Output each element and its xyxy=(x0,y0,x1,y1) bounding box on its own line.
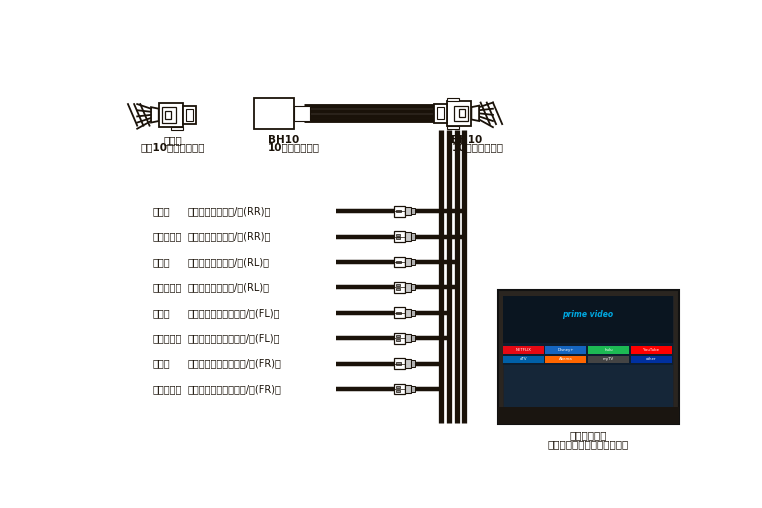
Bar xyxy=(405,283,411,292)
Polygon shape xyxy=(472,106,479,121)
Bar xyxy=(395,206,405,216)
Text: 純正モニター: 純正モニター xyxy=(569,431,607,440)
Bar xyxy=(396,362,401,365)
Text: dTV: dTV xyxy=(520,358,527,362)
Text: ：リアスピーカー/右(RR)＋: ：リアスピーカー/右(RR)＋ xyxy=(188,206,271,216)
Text: （灰）: （灰） xyxy=(152,359,170,369)
Text: hulu: hulu xyxy=(604,348,613,352)
Text: ：リアスピーカー/右(RR)－: ：リアスピーカー/右(RR)－ xyxy=(188,232,271,241)
Bar xyxy=(186,109,194,121)
Bar xyxy=(396,390,400,392)
Bar xyxy=(405,258,411,266)
Bar xyxy=(162,107,176,122)
Bar xyxy=(396,210,401,212)
Text: BH10: BH10 xyxy=(268,135,299,145)
Text: NETFLIX: NETFLIX xyxy=(516,348,531,352)
Text: other: other xyxy=(646,358,656,362)
Text: （灰／黒）: （灰／黒） xyxy=(152,384,182,394)
Text: ：フロントスピーカー/左(FL)＋: ：フロントスピーカー/左(FL)＋ xyxy=(188,308,280,318)
Bar xyxy=(503,296,673,407)
Text: ：フロントスピーカー/左(FL)－: ：フロントスピーカー/左(FL)－ xyxy=(188,333,280,343)
Bar xyxy=(396,335,400,337)
Bar xyxy=(395,307,405,318)
Text: ：リアスピーカー/左(RL)＋: ：リアスピーカー/左(RL)＋ xyxy=(188,257,270,267)
Bar xyxy=(395,231,405,242)
Bar xyxy=(411,284,415,291)
Text: （紫）: （紫） xyxy=(152,206,170,216)
Bar xyxy=(498,407,678,424)
Bar xyxy=(396,386,400,388)
Bar xyxy=(395,333,405,343)
Text: 純正10ピンカプラー: 純正10ピンカプラー xyxy=(140,143,205,152)
Bar xyxy=(171,127,184,130)
Text: Disney+: Disney+ xyxy=(558,348,575,352)
Bar xyxy=(255,98,294,129)
Bar xyxy=(411,310,415,316)
Bar xyxy=(498,291,678,424)
Text: （白）: （白） xyxy=(152,308,170,318)
Bar xyxy=(395,358,405,369)
Text: 車両側: 車両側 xyxy=(163,135,182,145)
Text: prime video: prime video xyxy=(562,310,613,319)
Text: YouTube: YouTube xyxy=(643,348,659,352)
Bar xyxy=(396,237,400,239)
Text: （白／黒）: （白／黒） xyxy=(152,333,182,343)
Bar xyxy=(447,98,459,101)
Bar xyxy=(503,356,544,363)
Text: （緑／黒）: （緑／黒） xyxy=(152,282,182,292)
Text: ：フロントスピーカー/右(FR)－: ：フロントスピーカー/右(FR)－ xyxy=(188,384,282,394)
Bar xyxy=(165,111,171,119)
Bar xyxy=(437,107,444,119)
Bar xyxy=(588,356,629,363)
Bar xyxy=(588,346,629,354)
Text: ：リアスピーカー/左(RL)－: ：リアスピーカー/左(RL)－ xyxy=(188,282,270,292)
Text: （紫／黒）: （紫／黒） xyxy=(152,232,182,241)
Bar xyxy=(411,259,415,265)
Bar xyxy=(158,103,184,127)
Bar xyxy=(503,296,673,343)
Bar xyxy=(447,125,459,129)
Bar xyxy=(631,356,671,363)
Bar xyxy=(405,385,411,393)
Text: 10ピンカプラー: 10ピンカプラー xyxy=(451,143,504,152)
Bar xyxy=(631,346,671,354)
Bar xyxy=(395,282,405,293)
Bar xyxy=(546,356,587,363)
Bar xyxy=(434,104,447,122)
Bar xyxy=(395,257,405,267)
Bar xyxy=(396,288,400,290)
Bar xyxy=(405,207,411,215)
Bar xyxy=(411,361,415,367)
Bar xyxy=(396,261,401,263)
Text: ：フロントスピーカー/右(FR)＋: ：フロントスピーカー/右(FR)＋ xyxy=(188,359,282,369)
Bar xyxy=(411,208,415,214)
Polygon shape xyxy=(151,107,158,122)
Bar xyxy=(396,339,400,341)
Bar xyxy=(447,101,472,125)
Bar xyxy=(405,334,411,342)
Bar xyxy=(411,386,415,392)
Bar xyxy=(411,335,415,341)
Bar xyxy=(454,106,469,121)
Bar xyxy=(395,384,405,394)
Bar xyxy=(503,346,544,354)
Bar xyxy=(546,346,587,354)
Bar xyxy=(405,232,411,241)
Bar xyxy=(294,106,309,121)
Text: BH10: BH10 xyxy=(451,135,482,145)
Bar xyxy=(459,109,466,117)
Text: myTV: myTV xyxy=(603,358,614,362)
Bar xyxy=(411,234,415,240)
Text: （ディスプレイオーディオ）: （ディスプレイオーディオ） xyxy=(547,439,629,449)
Bar xyxy=(405,359,411,368)
Bar xyxy=(396,234,400,236)
Bar xyxy=(503,343,673,365)
Text: （緑）: （緑） xyxy=(152,257,170,267)
Bar xyxy=(396,284,400,287)
Bar xyxy=(184,106,196,124)
Bar xyxy=(405,308,411,317)
Text: Abema: Abema xyxy=(559,358,573,362)
Bar xyxy=(396,311,401,314)
Text: 10ピンカプラー: 10ピンカプラー xyxy=(268,143,320,152)
